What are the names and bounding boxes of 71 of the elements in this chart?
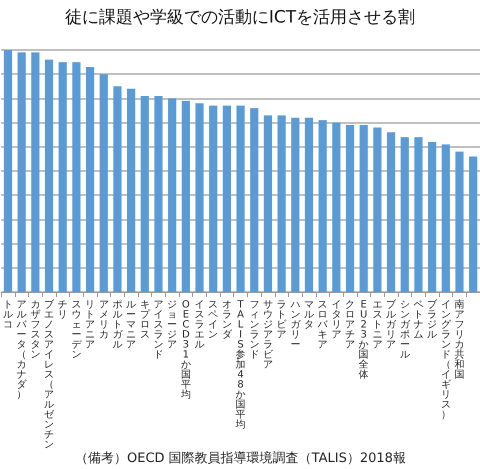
x-tick-label: スロバキア [316, 300, 329, 350]
x-tick-label: チリ [58, 300, 68, 320]
x-tick-label: クロアチア [345, 300, 356, 350]
bar [4, 50, 12, 292]
chart-title: 徒に課題や学級での活動にICTを活用させる割 [64, 8, 416, 28]
x-tick-label: スペイン [208, 300, 218, 340]
bar [182, 100, 190, 292]
bar [209, 106, 218, 292]
bar [386, 132, 396, 292]
category-label: TALIS 参加48 か国平均 [236, 300, 246, 430]
bar [400, 137, 409, 292]
bar [18, 52, 26, 292]
x-tick-label: ラトビア [276, 300, 288, 340]
x-tick-label: イスラエル [194, 300, 205, 350]
bar [127, 88, 136, 292]
x-tick-label: ブラジル [427, 298, 438, 340]
category-label: イングランド（イギリス） [440, 300, 451, 420]
x-tick-label: ベトナム [413, 300, 424, 340]
bar [113, 86, 122, 292]
x-tick-label: ポルトガル [112, 300, 124, 350]
bar [31, 52, 40, 292]
bar [442, 144, 450, 292]
bar [278, 115, 286, 292]
bar [72, 62, 80, 292]
x-tick-label: ジョージア [167, 300, 178, 350]
bar [304, 118, 314, 292]
bar [154, 96, 163, 292]
x-tick-label: アメリカ [98, 300, 109, 340]
text: （備考）OECD 国際教員指導環境調査（TALIS）2018報 [75, 450, 406, 466]
x-tick-label: フィンランド [249, 300, 260, 360]
x-tick-label: アイスランド [153, 300, 164, 360]
x-tick-label: ハンガリー [289, 300, 302, 350]
bar [168, 98, 176, 292]
bar [291, 118, 300, 292]
x-tick-label: オランダ [222, 300, 233, 340]
x-tick-label: サウジアラビア [262, 300, 274, 370]
x-tick-label: エストニア [372, 300, 382, 350]
x-tick-label: ルーマニア [126, 300, 136, 350]
bar [140, 96, 149, 292]
bar [222, 106, 231, 292]
bar [250, 108, 258, 292]
x-tick-label: リトアニア [85, 300, 96, 350]
bar [100, 74, 108, 292]
category-label: アルバータ（カナダ） [16, 300, 27, 400]
bar [236, 106, 245, 292]
x-tick-label: 南アフリカ共和国 [454, 298, 464, 380]
bar [373, 127, 382, 292]
category-label: OECD31か国平均 [180, 300, 191, 400]
x-tick-label: イタリア [331, 300, 342, 340]
bar [414, 137, 423, 292]
bar [332, 122, 340, 292]
x-tick-label: マルタ [304, 300, 314, 330]
bar [58, 62, 67, 292]
bar [469, 156, 478, 292]
x-tick-label: EU23か国全体 [358, 300, 369, 380]
bar [44, 60, 54, 292]
bar [455, 152, 464, 292]
x-tick-label: シンガポール [400, 300, 411, 360]
bar [264, 115, 272, 292]
bar [360, 125, 368, 292]
category-label: ブエノスアイレス（アルゼンチン [44, 300, 54, 450]
x-tick-label: キプロス [140, 300, 151, 340]
x-tick-label: カザフスタン [30, 300, 40, 360]
x-tick-label: スウェーデン [71, 300, 82, 360]
x-tick-label: ブルガリア [386, 298, 398, 350]
bar [195, 103, 204, 292]
bar [86, 66, 94, 292]
bar [346, 125, 354, 292]
bar [428, 142, 436, 292]
x-tick-label: トルコ [2, 300, 13, 330]
bar [318, 120, 327, 292]
